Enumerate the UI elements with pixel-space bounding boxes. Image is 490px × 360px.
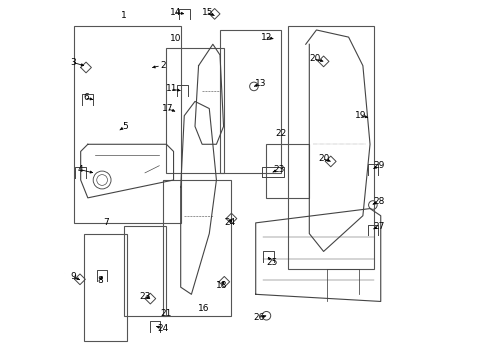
Text: 6: 6 (83, 93, 89, 102)
Text: 14: 14 (170, 8, 181, 17)
Text: 18: 18 (216, 281, 227, 290)
Text: 3: 3 (71, 58, 76, 67)
Text: 13: 13 (255, 79, 267, 88)
Text: 24: 24 (224, 219, 235, 228)
Text: 28: 28 (373, 197, 385, 206)
Text: 2: 2 (160, 61, 166, 70)
Text: 25: 25 (266, 258, 277, 267)
Text: 23: 23 (273, 165, 285, 174)
Text: 5: 5 (122, 122, 128, 131)
Text: 1: 1 (121, 11, 126, 20)
Text: 7: 7 (103, 219, 109, 228)
Text: 19: 19 (355, 111, 367, 120)
Text: 10: 10 (170, 35, 181, 44)
Text: 17: 17 (163, 104, 174, 113)
Text: 12: 12 (261, 33, 272, 42)
Text: 4: 4 (78, 165, 83, 174)
Text: 11: 11 (166, 84, 177, 93)
Text: 15: 15 (202, 8, 213, 17)
Text: 16: 16 (198, 304, 210, 313)
Text: 26: 26 (254, 313, 265, 322)
Text: 27: 27 (373, 222, 385, 231)
Text: 20: 20 (318, 154, 329, 163)
Text: 24: 24 (157, 324, 169, 333)
Text: 22: 22 (275, 129, 286, 138)
Text: 9: 9 (71, 272, 76, 281)
Text: 21: 21 (161, 310, 172, 319)
Text: 29: 29 (373, 161, 385, 170)
Text: 8: 8 (98, 275, 103, 284)
Text: 20: 20 (309, 54, 320, 63)
Text: 23: 23 (139, 292, 150, 301)
